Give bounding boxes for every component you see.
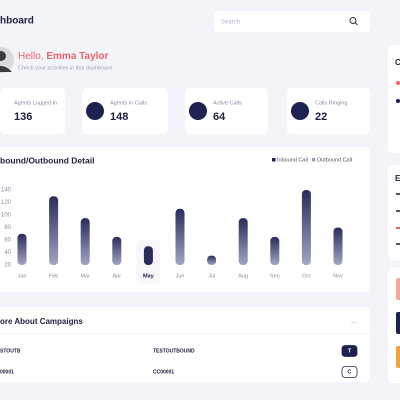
campaign-name: CC00001: [153, 369, 174, 375]
search-box[interactable]: [214, 11, 370, 32]
x-tick-label: Nov: [333, 273, 343, 279]
page-title: hboard: [0, 16, 34, 27]
bar[interactable]: [112, 236, 122, 265]
y-tick-label: 20: [4, 263, 11, 269]
campaign-rows: STOUTB TESTOUTBOUND T 00001 CC00001 C: [0, 345, 358, 378]
x-tick-label: Mar: [80, 273, 90, 279]
stat-card[interactable]: [287, 88, 370, 134]
side-line: [396, 210, 400, 212]
side-line: [396, 193, 400, 195]
campaigns-title: ore About Campaigns: [0, 317, 83, 326]
campaign-badge-label: T: [348, 348, 352, 354]
campaign-badge[interactable]: [341, 366, 358, 378]
avatar-body: [0, 66, 12, 72]
bar[interactable]: [175, 208, 185, 265]
side-card-title: E: [395, 174, 400, 183]
x-tick-label: Jan: [18, 273, 27, 279]
side-card: [388, 45, 400, 153]
bar[interactable]: [301, 190, 311, 265]
legend-swatch: [311, 158, 316, 162]
campaign-name: TESTOUTBOUND: [153, 348, 195, 354]
search-icon[interactable]: [349, 17, 357, 24]
side-tile: [396, 346, 400, 368]
bar[interactable]: [207, 255, 217, 265]
stat-icon: [86, 102, 104, 120]
campaign-badge[interactable]: [341, 345, 358, 357]
x-tick-label: Jun: [176, 273, 185, 279]
x-tick-label: Jul: [208, 273, 215, 279]
chart: Inbound Call Outbound Call 20 40 60 80 100 120 1…: [1, 157, 352, 284]
y-tick-label: 100: [1, 213, 12, 219]
greeting: Hello, Emma Taylor: [18, 51, 109, 62]
stats: Agents Logged In 136 Agents In Calls 148 Act…: [0, 88, 370, 134]
stat-card[interactable]: [185, 88, 268, 134]
bar[interactable]: [80, 218, 90, 265]
stat-label: Agents Logged In: [14, 100, 57, 106]
y-tick-label: 80: [4, 225, 11, 231]
side-line: [396, 227, 400, 229]
y-tick-label: 140: [1, 188, 12, 194]
greeting-hello: Hello,: [18, 51, 44, 62]
legend-label: Inbound Call: [277, 157, 308, 163]
x-tick-label: Apr: [113, 273, 122, 279]
x-tick-label: Aug: [238, 273, 248, 279]
side-tile: [396, 312, 400, 334]
x-tick-label: Oct: [302, 273, 311, 279]
avatar-head: [0, 51, 6, 61]
greeting-name: Emma Taylor: [46, 51, 108, 62]
stat-value: 64: [213, 111, 226, 123]
campaign-id: 00001: [0, 369, 14, 375]
stat-card[interactable]: [0, 88, 65, 134]
stat-label: Agents In Calls: [110, 100, 147, 106]
stat-value: 136: [14, 111, 32, 123]
legend-label: Outbound Call: [317, 157, 352, 163]
stat-value: 148: [110, 111, 128, 123]
campaign-badge-label: C: [348, 369, 352, 375]
search-placeholder: Search: [221, 20, 240, 26]
y-tick-label: 120: [1, 200, 12, 206]
y-tick-label: 40: [4, 250, 11, 256]
campaigns-card: [0, 307, 370, 382]
bar[interactable]: [143, 246, 153, 265]
stat-icon: [291, 102, 309, 120]
side-dot: [396, 81, 400, 85]
stat-card[interactable]: [82, 88, 168, 134]
campaign-id: STOUTB: [0, 348, 21, 354]
bar[interactable]: [17, 233, 27, 265]
greeting-subtitle: Check your activities in this dashboard: [18, 65, 112, 71]
stat-label: Active Calls: [213, 100, 242, 106]
side-card: [388, 165, 400, 260]
y-tick-label: 60: [4, 238, 11, 244]
bar[interactable]: [238, 218, 248, 265]
side-card-title: C: [395, 58, 400, 67]
side-dot: [396, 99, 400, 103]
side-tile: [396, 278, 400, 300]
stat-value: 22: [315, 111, 327, 123]
x-tick-label: Sep: [270, 273, 280, 279]
stat-label: Calls Ringing: [315, 100, 347, 106]
x-tick-label: Feb: [49, 273, 58, 279]
x-tick-label: May: [143, 273, 155, 279]
bar[interactable]: [270, 236, 280, 265]
chart-title: bound/Outbound Detail: [0, 155, 94, 165]
stat-icon: [189, 102, 207, 120]
legend-swatch: [272, 158, 276, 162]
search-icon-handle: [354, 22, 358, 26]
more-button[interactable]: ...: [351, 318, 357, 325]
side-line: [396, 243, 400, 245]
bar[interactable]: [333, 227, 343, 266]
bar[interactable]: [49, 196, 59, 265]
